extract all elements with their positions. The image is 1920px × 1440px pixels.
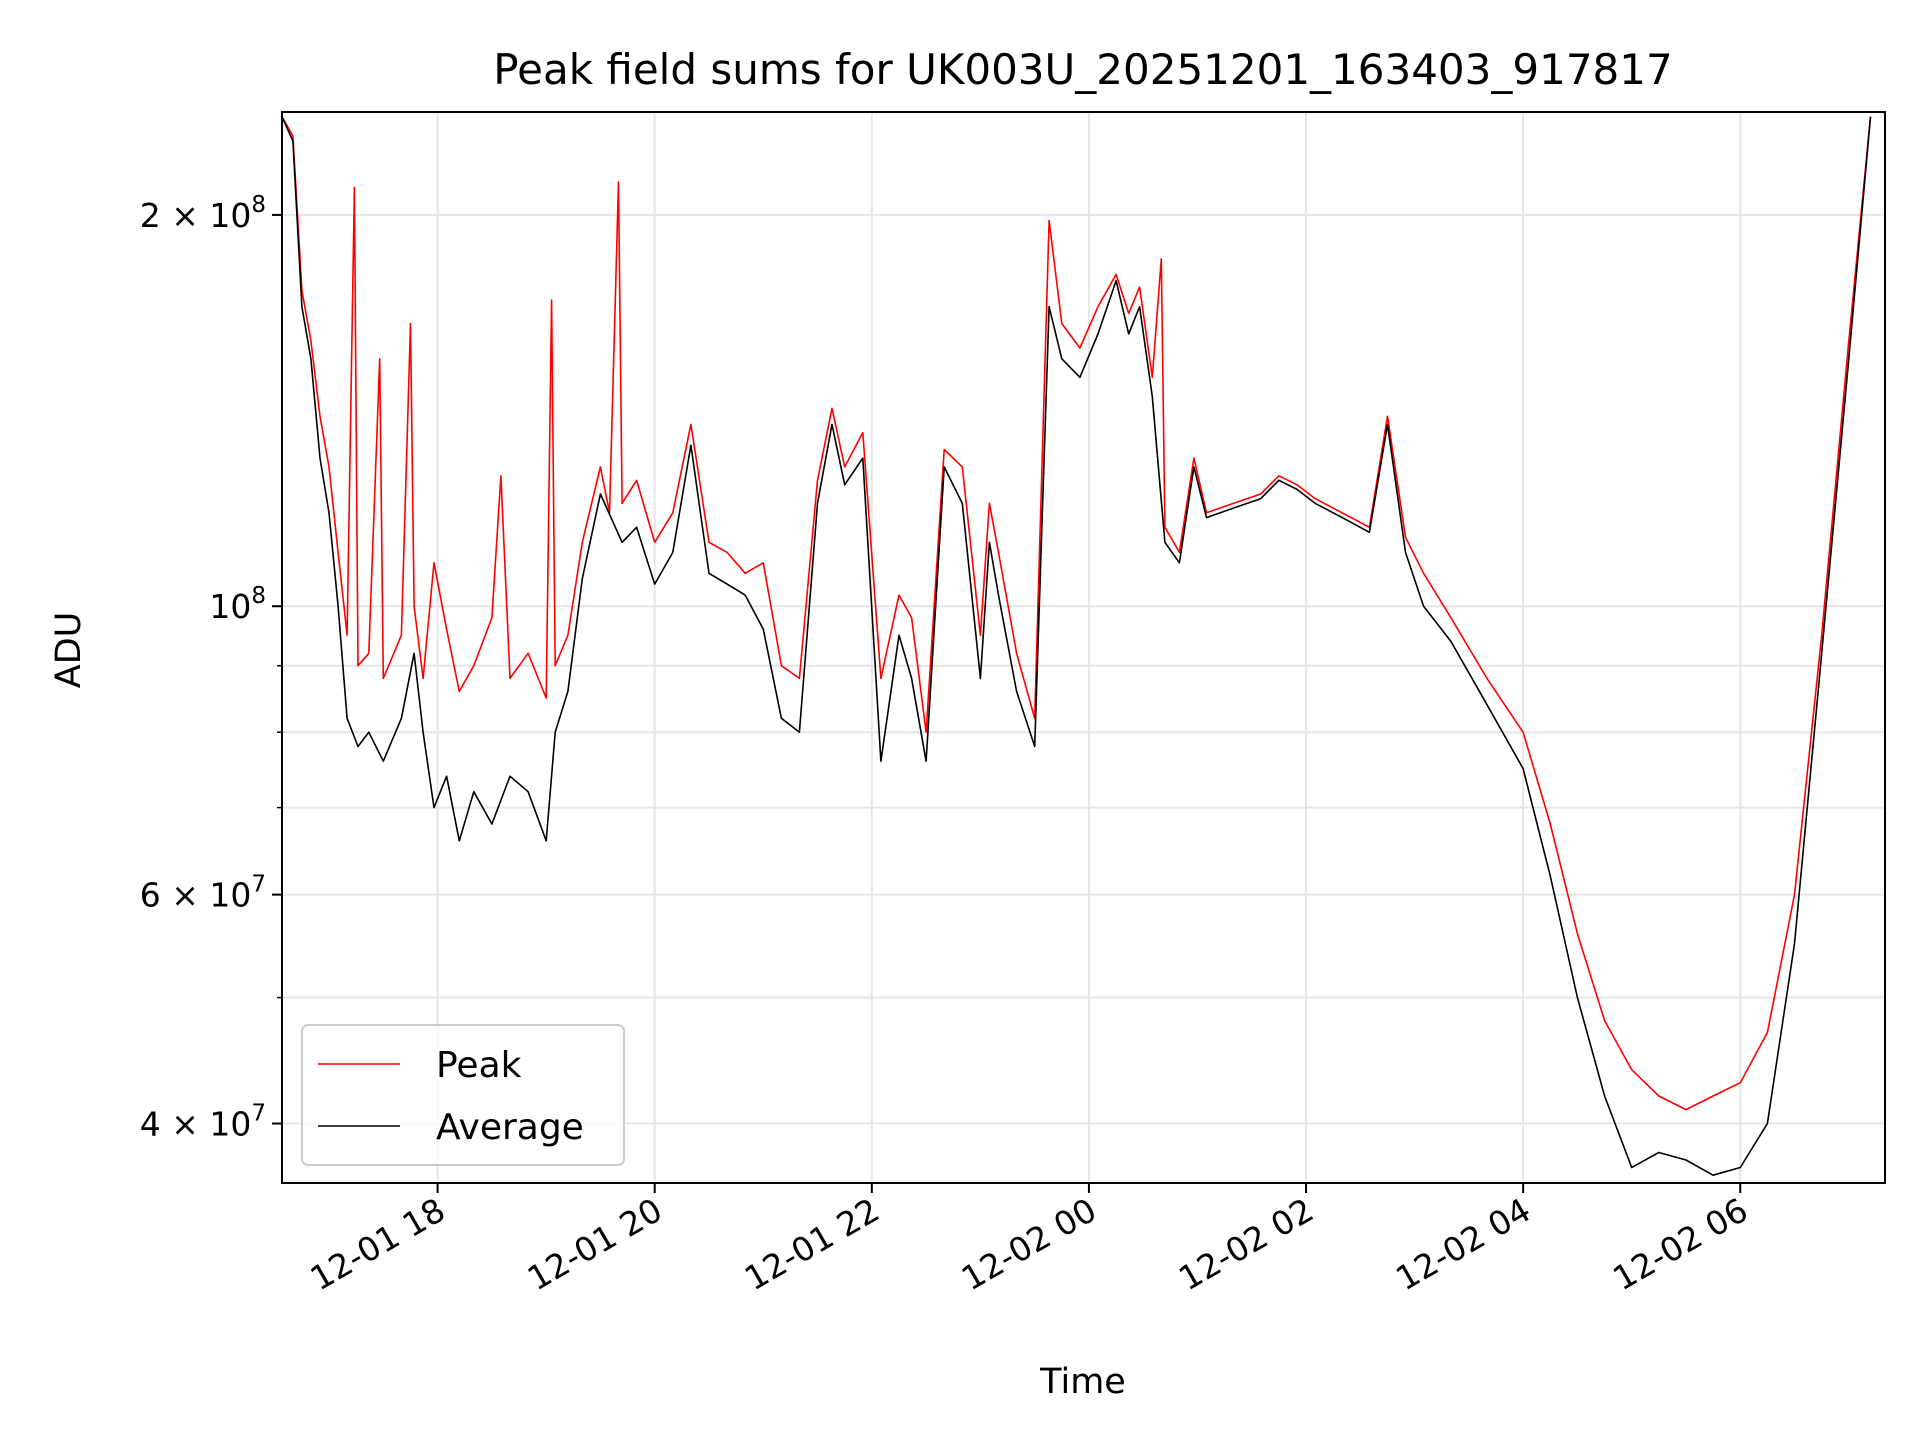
series-line-average bbox=[281, 116, 1872, 1176]
legend-label-average: Average bbox=[436, 1107, 584, 1148]
chart-title: Peak field sums for UK003U_20251201_1634… bbox=[493, 45, 1672, 94]
legend-label-peak: Peak bbox=[436, 1045, 522, 1086]
x-axis-label: Time bbox=[1039, 1362, 1126, 1402]
y-tick-base: 10 bbox=[209, 587, 251, 626]
legend-box bbox=[301, 1024, 625, 1166]
plot-frame bbox=[281, 111, 1886, 1184]
series-layer bbox=[281, 116, 1872, 1176]
y-tick-base: 6 × 10 bbox=[140, 876, 252, 915]
y-tick-exponent: 8 bbox=[251, 192, 266, 218]
y-tick-label: 4 × 107 bbox=[140, 1101, 266, 1144]
y-tick-label: 6 × 107 bbox=[140, 872, 266, 915]
y-tick-base: 2 × 10 bbox=[140, 196, 252, 235]
y-tick-exponent: 7 bbox=[251, 1101, 266, 1127]
y-tick-label: 108 bbox=[209, 583, 266, 626]
y-tick-exponent: 8 bbox=[251, 583, 266, 609]
y-axis-label: ADU bbox=[49, 612, 89, 689]
y-tick-base: 4 × 10 bbox=[140, 1105, 252, 1144]
series-line-peak bbox=[281, 116, 1872, 1111]
y-tick-label: 2 × 108 bbox=[140, 192, 266, 235]
legend: Peak Average bbox=[301, 1024, 625, 1166]
y-tick-exponent: 7 bbox=[251, 872, 266, 898]
